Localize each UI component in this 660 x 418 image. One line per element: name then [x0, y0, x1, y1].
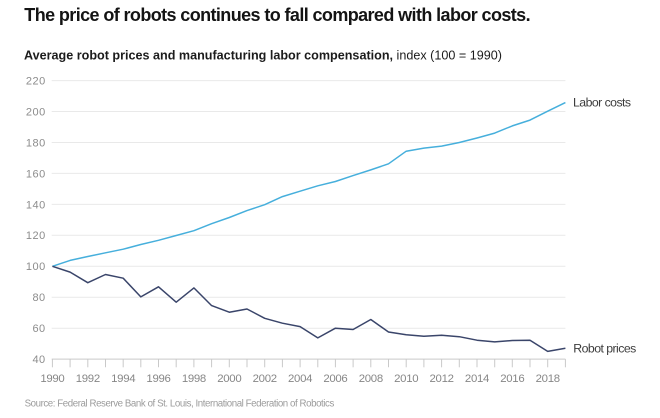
svg-text:2002: 2002: [253, 373, 277, 385]
svg-text:1994: 1994: [111, 373, 135, 385]
svg-text:200: 200: [26, 106, 46, 118]
svg-text:2004: 2004: [288, 373, 312, 385]
svg-text:2006: 2006: [323, 373, 347, 385]
svg-text:1990: 1990: [40, 373, 64, 385]
svg-text:220: 220: [26, 76, 46, 88]
svg-text:1996: 1996: [146, 373, 170, 385]
svg-text:60: 60: [32, 323, 45, 335]
svg-text:Average robot prices and manuf: Average robot prices and manufacturing l…: [24, 48, 502, 62]
svg-text:120: 120: [26, 230, 46, 242]
svg-text:80: 80: [32, 292, 45, 304]
svg-text:Source: Federal Reserve Bank o: Source: Federal Reserve Bank of St. Loui…: [25, 399, 335, 410]
svg-text:2008: 2008: [359, 373, 383, 385]
svg-text:2016: 2016: [500, 373, 524, 385]
svg-text:40: 40: [32, 354, 45, 366]
svg-text:160: 160: [26, 168, 46, 180]
svg-text:Labor costs: Labor costs: [573, 96, 631, 110]
svg-text:2000: 2000: [217, 373, 241, 385]
svg-text:1998: 1998: [182, 373, 206, 385]
svg-text:The price of robots continues: The price of robots continues to fall co…: [24, 5, 530, 25]
svg-text:140: 140: [26, 199, 46, 211]
svg-text:1992: 1992: [76, 373, 100, 385]
svg-text:180: 180: [26, 137, 46, 149]
svg-text:2012: 2012: [430, 373, 454, 385]
svg-text:2014: 2014: [465, 373, 489, 385]
svg-text:Robot prices: Robot prices: [573, 341, 636, 355]
svg-text:2010: 2010: [394, 373, 418, 385]
svg-text:2018: 2018: [536, 373, 560, 385]
svg-text:100: 100: [26, 261, 46, 273]
